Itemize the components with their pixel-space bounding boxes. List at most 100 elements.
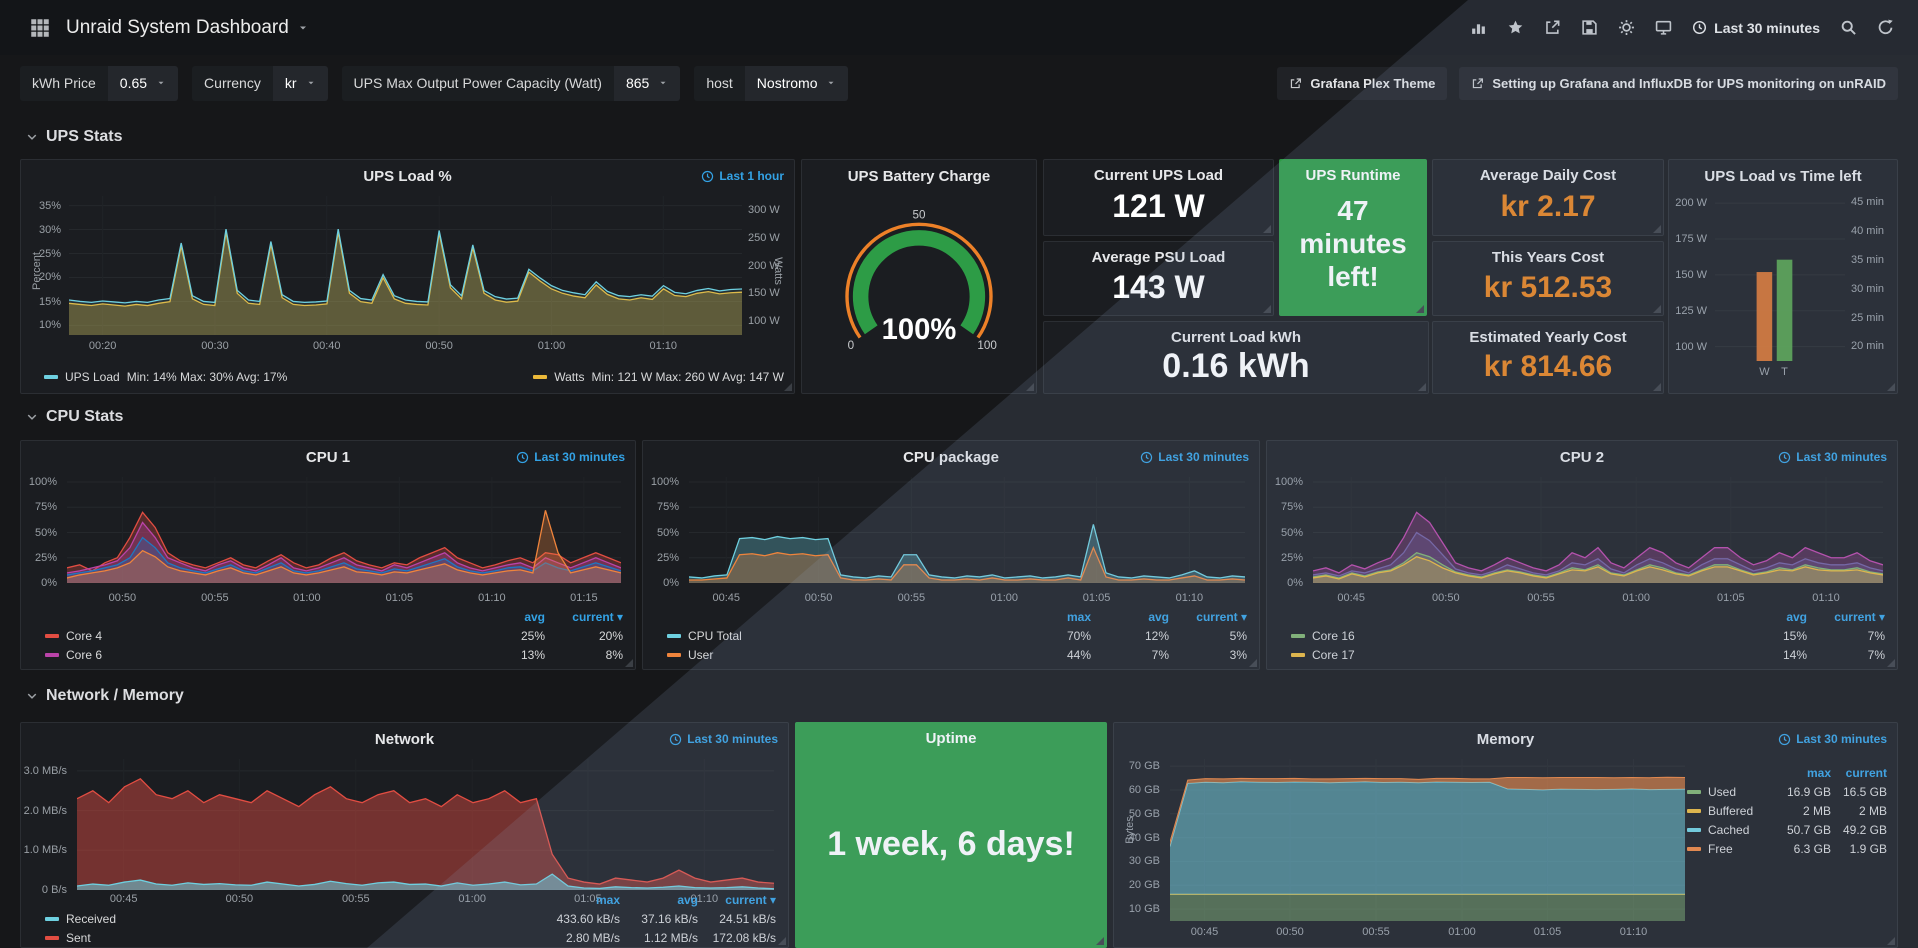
- x-axis: 00:45 00:50 00:55 01:00 01:05 01:10: [1170, 925, 1685, 941]
- filter-value-dropdown[interactable]: 0.65: [107, 65, 179, 101]
- refresh-icon[interactable]: [1877, 19, 1894, 36]
- settings-gear-icon[interactable]: [1618, 19, 1635, 36]
- filter-host[interactable]: host Nostromo: [694, 65, 849, 101]
- legend-value: 1.12 MB/s: [643, 930, 698, 945]
- x-axis-tick: 01:00: [1448, 926, 1476, 938]
- legend-column-header[interactable]: current ▾: [1834, 609, 1885, 624]
- filter-value-dropdown[interactable]: Nostromo: [744, 65, 849, 101]
- legend-column-header[interactable]: current ▾: [1196, 609, 1247, 624]
- panel-this-years-cost[interactable]: This Years Cost kr 512.53: [1432, 241, 1664, 316]
- x-axis-tick: 00:50: [1276, 926, 1304, 938]
- panel-title[interactable]: CPU package: [903, 448, 999, 466]
- legend-item[interactable]: Watts Min: 121 W Max: 260 W Avg: 147 W: [533, 370, 784, 384]
- legend-column-header[interactable]: current: [1845, 765, 1887, 780]
- network-chart[interactable]: [77, 759, 774, 890]
- panel-title[interactable]: Network: [374, 730, 435, 748]
- panel-estimated-yearly-cost[interactable]: Estimated Yearly Cost kr 814.66: [1432, 321, 1664, 394]
- y-axis-tick: 0%: [663, 577, 679, 589]
- legend-column-header[interactable]: current ▾: [572, 609, 623, 624]
- ups-load-chart[interactable]: [69, 196, 742, 335]
- stat-title: Current Load kWh: [1171, 329, 1301, 346]
- panel-title[interactable]: UPS Load %: [363, 167, 452, 185]
- time-range-badge[interactable]: Last 1 hour: [701, 169, 784, 183]
- panel-title[interactable]: CPU 1: [305, 448, 351, 466]
- legend-value: 6.3 GB: [1793, 841, 1831, 856]
- legend-color-dash: [533, 375, 548, 379]
- x-axis-tick: 00:55: [897, 592, 926, 604]
- link-ups-monitoring-guide[interactable]: Setting up Grafana and InfluxDB for UPS …: [1459, 66, 1898, 100]
- memory-chart[interactable]: [1170, 759, 1685, 921]
- legend-column-header[interactable]: avg: [524, 609, 545, 624]
- legend-series-name: Sent: [66, 930, 91, 945]
- panel-average-daily-cost[interactable]: Average Daily Cost kr 2.17: [1432, 159, 1664, 236]
- legend-item[interactable]: Core 4: [45, 629, 467, 643]
- legend-column-header[interactable]: avg: [677, 892, 698, 907]
- legend-column-header[interactable]: avg: [1786, 609, 1807, 624]
- y-axis-tick: 100 W: [748, 315, 780, 328]
- time-range-badge[interactable]: Last 30 minutes: [1778, 450, 1887, 464]
- legend-item[interactable]: Core 16: [1291, 629, 1729, 643]
- legend-column-header[interactable]: max: [595, 892, 620, 907]
- panel-header: UPS Load vs Time left: [1669, 160, 1897, 192]
- legend-item[interactable]: Core 6: [45, 648, 467, 662]
- legend-item[interactable]: Cached: [1687, 823, 1775, 837]
- panel-current-load-kwh[interactable]: Current Load kWh 0.16 kWh: [1043, 321, 1429, 394]
- link-grafana-plex-theme[interactable]: Grafana Plex Theme: [1277, 66, 1448, 100]
- cpu1-chart[interactable]: [67, 477, 621, 583]
- time-range-badge[interactable]: Last 30 minutes: [669, 732, 778, 746]
- panel-current-ups-load[interactable]: Current UPS Load 121 W: [1043, 159, 1274, 236]
- external-link-icon: [1289, 77, 1302, 90]
- top-navbar: Unraid System Dashboard Last 30 minutes: [0, 0, 1918, 55]
- cpu2-chart[interactable]: [1313, 477, 1883, 583]
- time-range-picker[interactable]: Last 30 minutes: [1692, 20, 1820, 36]
- legend-item[interactable]: Core 17: [1291, 648, 1729, 662]
- filter-currency[interactable]: Currency kr: [192, 65, 328, 101]
- panel-average-psu-load[interactable]: Average PSU Load 143 W: [1043, 241, 1274, 316]
- legend-column-header[interactable]: avg: [1148, 609, 1169, 624]
- search-icon[interactable]: [1840, 19, 1857, 36]
- apps-grid-icon[interactable]: [30, 18, 50, 38]
- panel-ups-runtime[interactable]: UPS Runtime 47 minutes left!: [1279, 159, 1427, 316]
- panel-title[interactable]: UPS Load vs Time left: [1704, 167, 1862, 185]
- cpu-package-chart[interactable]: [689, 477, 1245, 583]
- share-icon[interactable]: [1544, 19, 1561, 36]
- save-icon[interactable]: [1581, 19, 1598, 36]
- bar-chart-icon[interactable]: [1470, 19, 1487, 36]
- legend-item[interactable]: Free: [1687, 842, 1775, 856]
- panel-title[interactable]: CPU 2: [1559, 448, 1605, 466]
- section-ups-stats[interactable]: UPS Stats: [26, 128, 122, 146]
- y-axis-tick: 75%: [34, 501, 57, 514]
- dashboard-title-button[interactable]: Unraid System Dashboard: [66, 17, 309, 39]
- filter-value-dropdown[interactable]: 865: [613, 65, 681, 101]
- load-vs-time-bar-chart[interactable]: [1715, 196, 1845, 361]
- panel-title[interactable]: UPS Battery Charge: [847, 167, 991, 185]
- tv-mode-icon[interactable]: [1655, 19, 1672, 36]
- battery-gauge[interactable]: 0 50 100 100%: [812, 194, 1026, 387]
- legend-item[interactable]: UPS Load Min: 14% Max: 30% Avg: 17%: [44, 370, 287, 384]
- legend-column-header[interactable]: current ▾: [725, 892, 776, 907]
- time-range-badge[interactable]: Last 30 minutes: [516, 450, 625, 464]
- legend-item[interactable]: CPU Total: [667, 629, 1013, 643]
- time-range-badge[interactable]: Last 30 minutes: [1778, 732, 1887, 746]
- legend-item[interactable]: Buffered: [1687, 804, 1775, 818]
- y-axis-tick: 200 W: [748, 259, 780, 272]
- legend-column-header[interactable]: max: [1806, 765, 1831, 780]
- panel-uptime[interactable]: Uptime 1 week, 6 days!: [795, 722, 1107, 948]
- time-range-badge[interactable]: Last 30 minutes: [1140, 450, 1249, 464]
- section-cpu-stats[interactable]: CPU Stats: [26, 408, 123, 426]
- legend-value: 49.2 GB: [1842, 822, 1887, 837]
- filter-ups-max-output[interactable]: UPS Max Output Power Capacity (Watt) 865: [341, 65, 681, 101]
- filter-value-dropdown[interactable]: kr: [272, 65, 328, 101]
- panel-title[interactable]: Memory: [1476, 730, 1535, 748]
- section-network-memory[interactable]: Network / Memory: [26, 687, 184, 705]
- legend-item[interactable]: Sent: [45, 931, 542, 945]
- y-axis-tick: 20 GB: [1128, 879, 1160, 892]
- legend-item[interactable]: User: [667, 648, 1013, 662]
- legend-item[interactable]: Received: [45, 912, 542, 926]
- legend-item[interactable]: Used: [1687, 785, 1775, 799]
- legend-color-dash: [1291, 652, 1305, 657]
- filter-kwh-price[interactable]: kWh Price 0.65: [20, 65, 179, 101]
- legend-value: 433.60 kB/s: [556, 911, 620, 926]
- star-icon[interactable]: [1507, 19, 1524, 36]
- legend-column-header[interactable]: max: [1066, 609, 1091, 624]
